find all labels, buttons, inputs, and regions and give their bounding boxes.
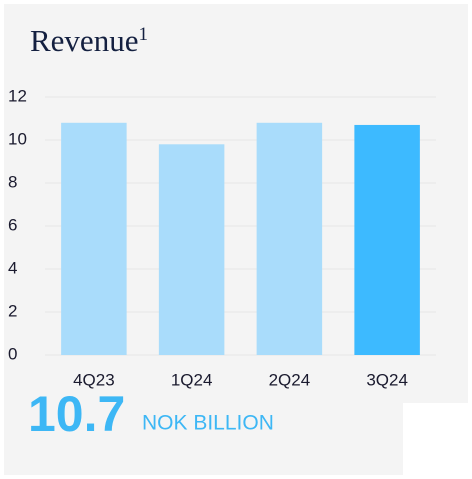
headline-unit: NOK BILLION — [142, 412, 274, 435]
x-tick-label: 2Q24 — [269, 370, 311, 389]
title-text: Revenue — [30, 23, 138, 58]
headline-value: 10.7 — [28, 386, 125, 442]
y-tick-label: 8 — [8, 172, 17, 191]
bar — [61, 122, 127, 355]
y-tick-label: 0 — [8, 344, 17, 363]
x-tick-label: 3Q24 — [366, 370, 408, 389]
corner-blank — [403, 403, 468, 475]
y-tick-label: 2 — [8, 301, 17, 320]
x-tick-label: 4Q23 — [73, 370, 115, 389]
bar — [354, 124, 420, 355]
y-tick-label: 12 — [8, 86, 27, 105]
title-note: 1 — [138, 24, 148, 45]
chart-title: Revenue1 — [30, 23, 148, 58]
bar — [256, 122, 323, 355]
y-tick-label: 6 — [8, 215, 17, 234]
y-tick-label: 10 — [8, 129, 27, 148]
x-tick-label: 1Q24 — [171, 370, 213, 389]
y-tick-label: 4 — [8, 258, 17, 277]
bar — [158, 144, 225, 355]
